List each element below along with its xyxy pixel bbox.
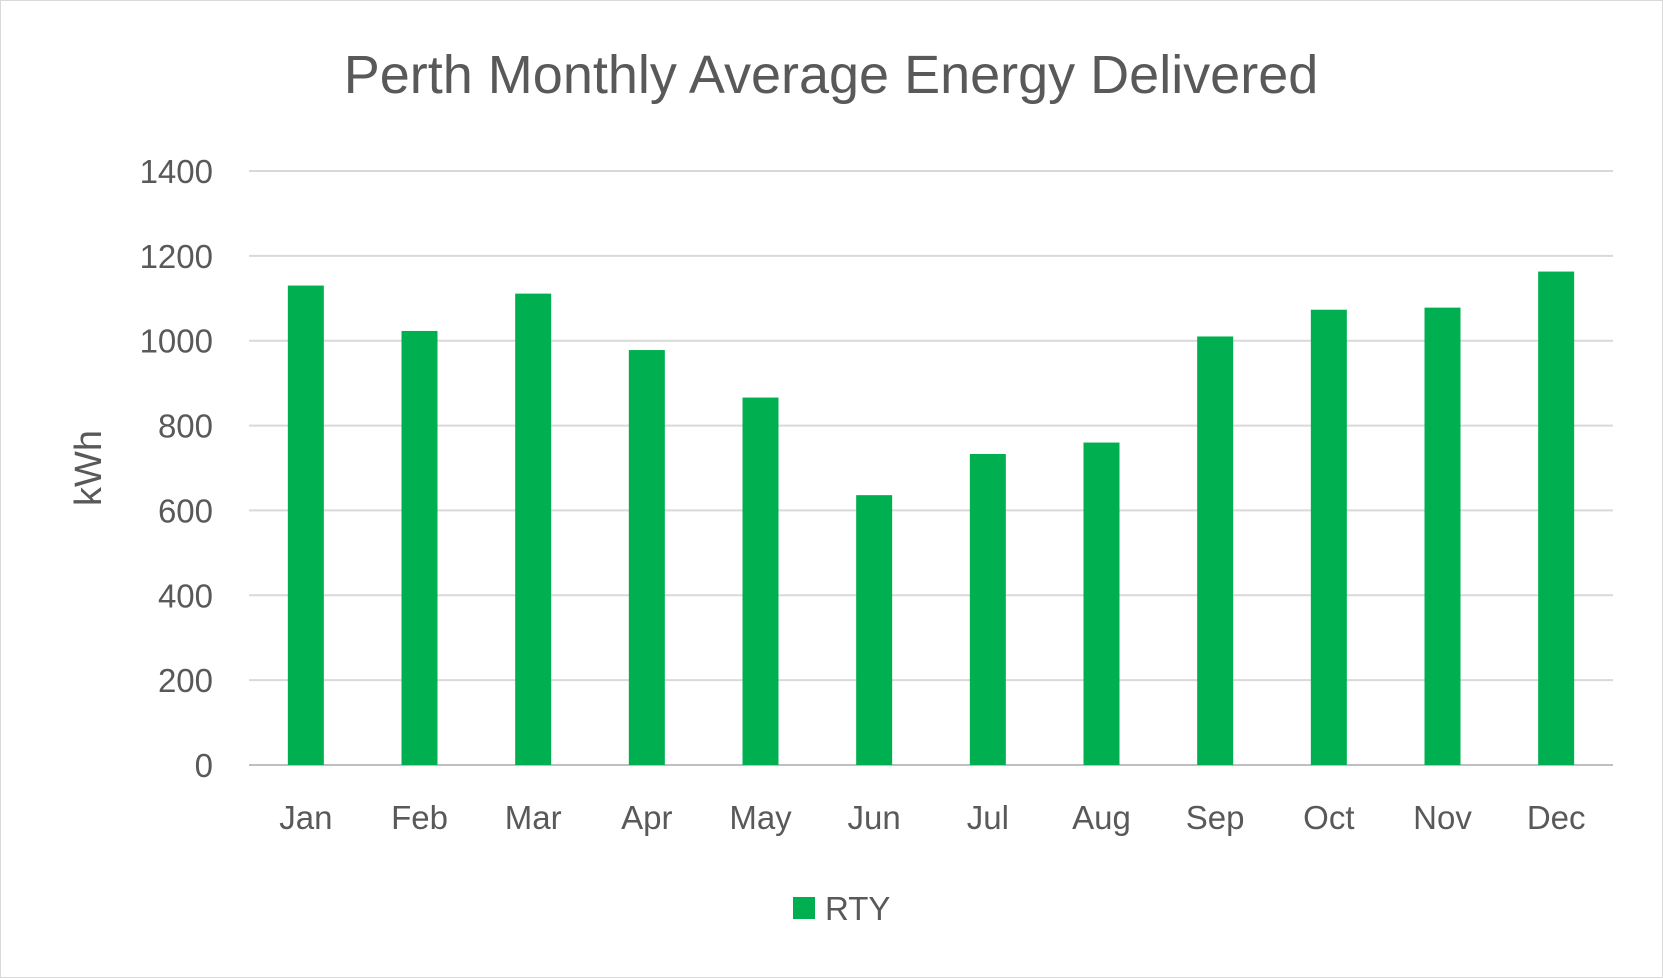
- x-tick-label: May: [729, 799, 792, 836]
- y-axis-label: kWh: [68, 430, 110, 506]
- x-tick-label: Dec: [1527, 799, 1586, 836]
- y-tick-label: 1200: [140, 238, 213, 275]
- x-tick-label: Jul: [967, 799, 1009, 836]
- legend: RTY: [793, 890, 890, 927]
- bar-oct: [1310, 309, 1347, 765]
- y-tick-label: 1000: [140, 323, 213, 360]
- legend-swatch: [793, 897, 815, 919]
- grid-layer: [249, 170, 1613, 766]
- y-tick-label: 200: [158, 662, 213, 699]
- bar-dec: [1538, 271, 1575, 765]
- bar-may: [742, 397, 779, 765]
- y-tick-label: 400: [158, 577, 213, 614]
- x-tick-label: Feb: [391, 799, 448, 836]
- x-tick-label: Apr: [621, 799, 672, 836]
- bar-apr: [628, 350, 665, 765]
- legend-label: RTY: [825, 890, 890, 927]
- y-tick-label: 1400: [140, 153, 213, 190]
- x-tick-label: Jan: [279, 799, 332, 836]
- y-tick-label: 0: [195, 747, 213, 784]
- x-tick-label: Jun: [848, 799, 901, 836]
- bar-layer: [287, 271, 1575, 765]
- bar-mar: [515, 293, 552, 765]
- bar-jul: [969, 453, 1006, 765]
- bar-jun: [856, 495, 893, 765]
- chart-title: Perth Monthly Average Energy Delivered: [344, 45, 1319, 105]
- y-tick-label: 600: [158, 492, 213, 529]
- bar-nov: [1424, 307, 1461, 765]
- x-tick-label: Sep: [1186, 799, 1245, 836]
- x-tick-labels: Jan Feb Mar Apr May Jun Jul Aug Sep Oct Nov Dec: [279, 799, 1585, 836]
- bar-sep: [1197, 336, 1234, 765]
- x-tick-label: Nov: [1413, 799, 1472, 836]
- x-tick-label: Mar: [505, 799, 562, 836]
- y-tick-labels: 0 200 400 600 800 1000 1200 1400: [140, 153, 213, 784]
- y-tick-label: 800: [158, 408, 213, 445]
- bar-jan: [287, 285, 324, 765]
- bar-feb: [401, 330, 438, 765]
- x-tick-label: Oct: [1303, 799, 1354, 836]
- bar-aug: [1083, 442, 1120, 765]
- x-tick-label: Aug: [1072, 799, 1131, 836]
